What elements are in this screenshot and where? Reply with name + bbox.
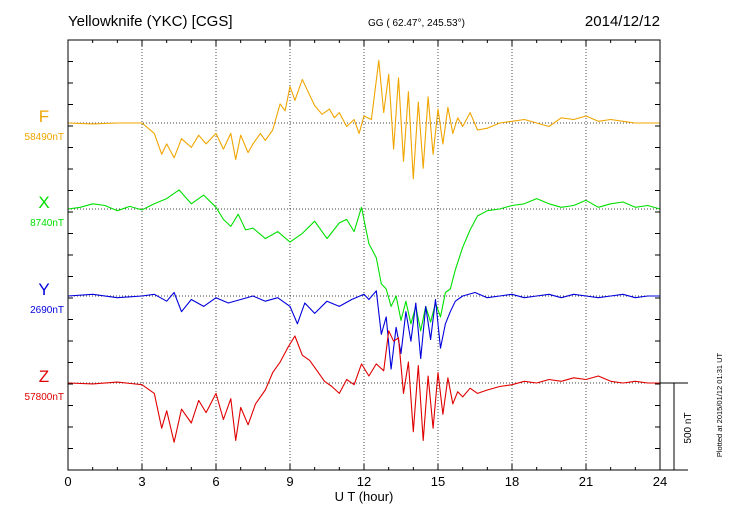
component-letter-f: F: [39, 107, 49, 126]
scale-bar: 500 nT: [660, 382, 694, 471]
series-lines: [67, 59, 661, 443]
x-axis-label: U T (hour): [335, 489, 394, 504]
x-tick-label: 15: [431, 474, 445, 489]
x-axis-ticks: 0 3 6 9 12 15 18 21 24: [64, 40, 667, 489]
component-baseline-f: 58490nT: [25, 132, 64, 143]
x-tick-label: 21: [579, 474, 593, 489]
component-letter-z: Z: [39, 367, 49, 386]
x-tick-label: 12: [357, 474, 371, 489]
date-label: 2014/12/12: [585, 13, 660, 30]
component-baseline-z: 57800nT: [25, 392, 64, 403]
plotted-note: Plotted at 2015/01/12 01:31 UT: [715, 352, 724, 457]
x-tick-label: 6: [212, 474, 219, 489]
component-baseline-x: 8740nT: [30, 218, 64, 229]
component-letter-y: Y: [38, 280, 49, 299]
series-line-f: [67, 59, 660, 180]
component-letter-x: X: [38, 193, 49, 212]
series-line-z: [67, 330, 660, 443]
x-tick-label: 24: [653, 474, 667, 489]
component-labels: F 58490nT X 8740nT Y 2690nT Z 57800nT: [25, 107, 64, 403]
scale-bar-label: 500 nT: [683, 412, 694, 443]
grid-lines: [141, 40, 587, 470]
component-baseline-y: 2690nT: [30, 305, 64, 316]
x-tick-label: 9: [286, 474, 293, 489]
x-tick-label: 18: [505, 474, 519, 489]
station-title: Yellowknife (YKC) [CGS]: [68, 13, 233, 30]
series-line-y: [67, 290, 660, 370]
coordinates-label: GG ( 62.47°, 245.53°): [368, 18, 465, 29]
x-tick-label: 0: [64, 474, 71, 489]
series-line-x: [67, 189, 661, 332]
x-tick-label: 3: [138, 474, 145, 489]
